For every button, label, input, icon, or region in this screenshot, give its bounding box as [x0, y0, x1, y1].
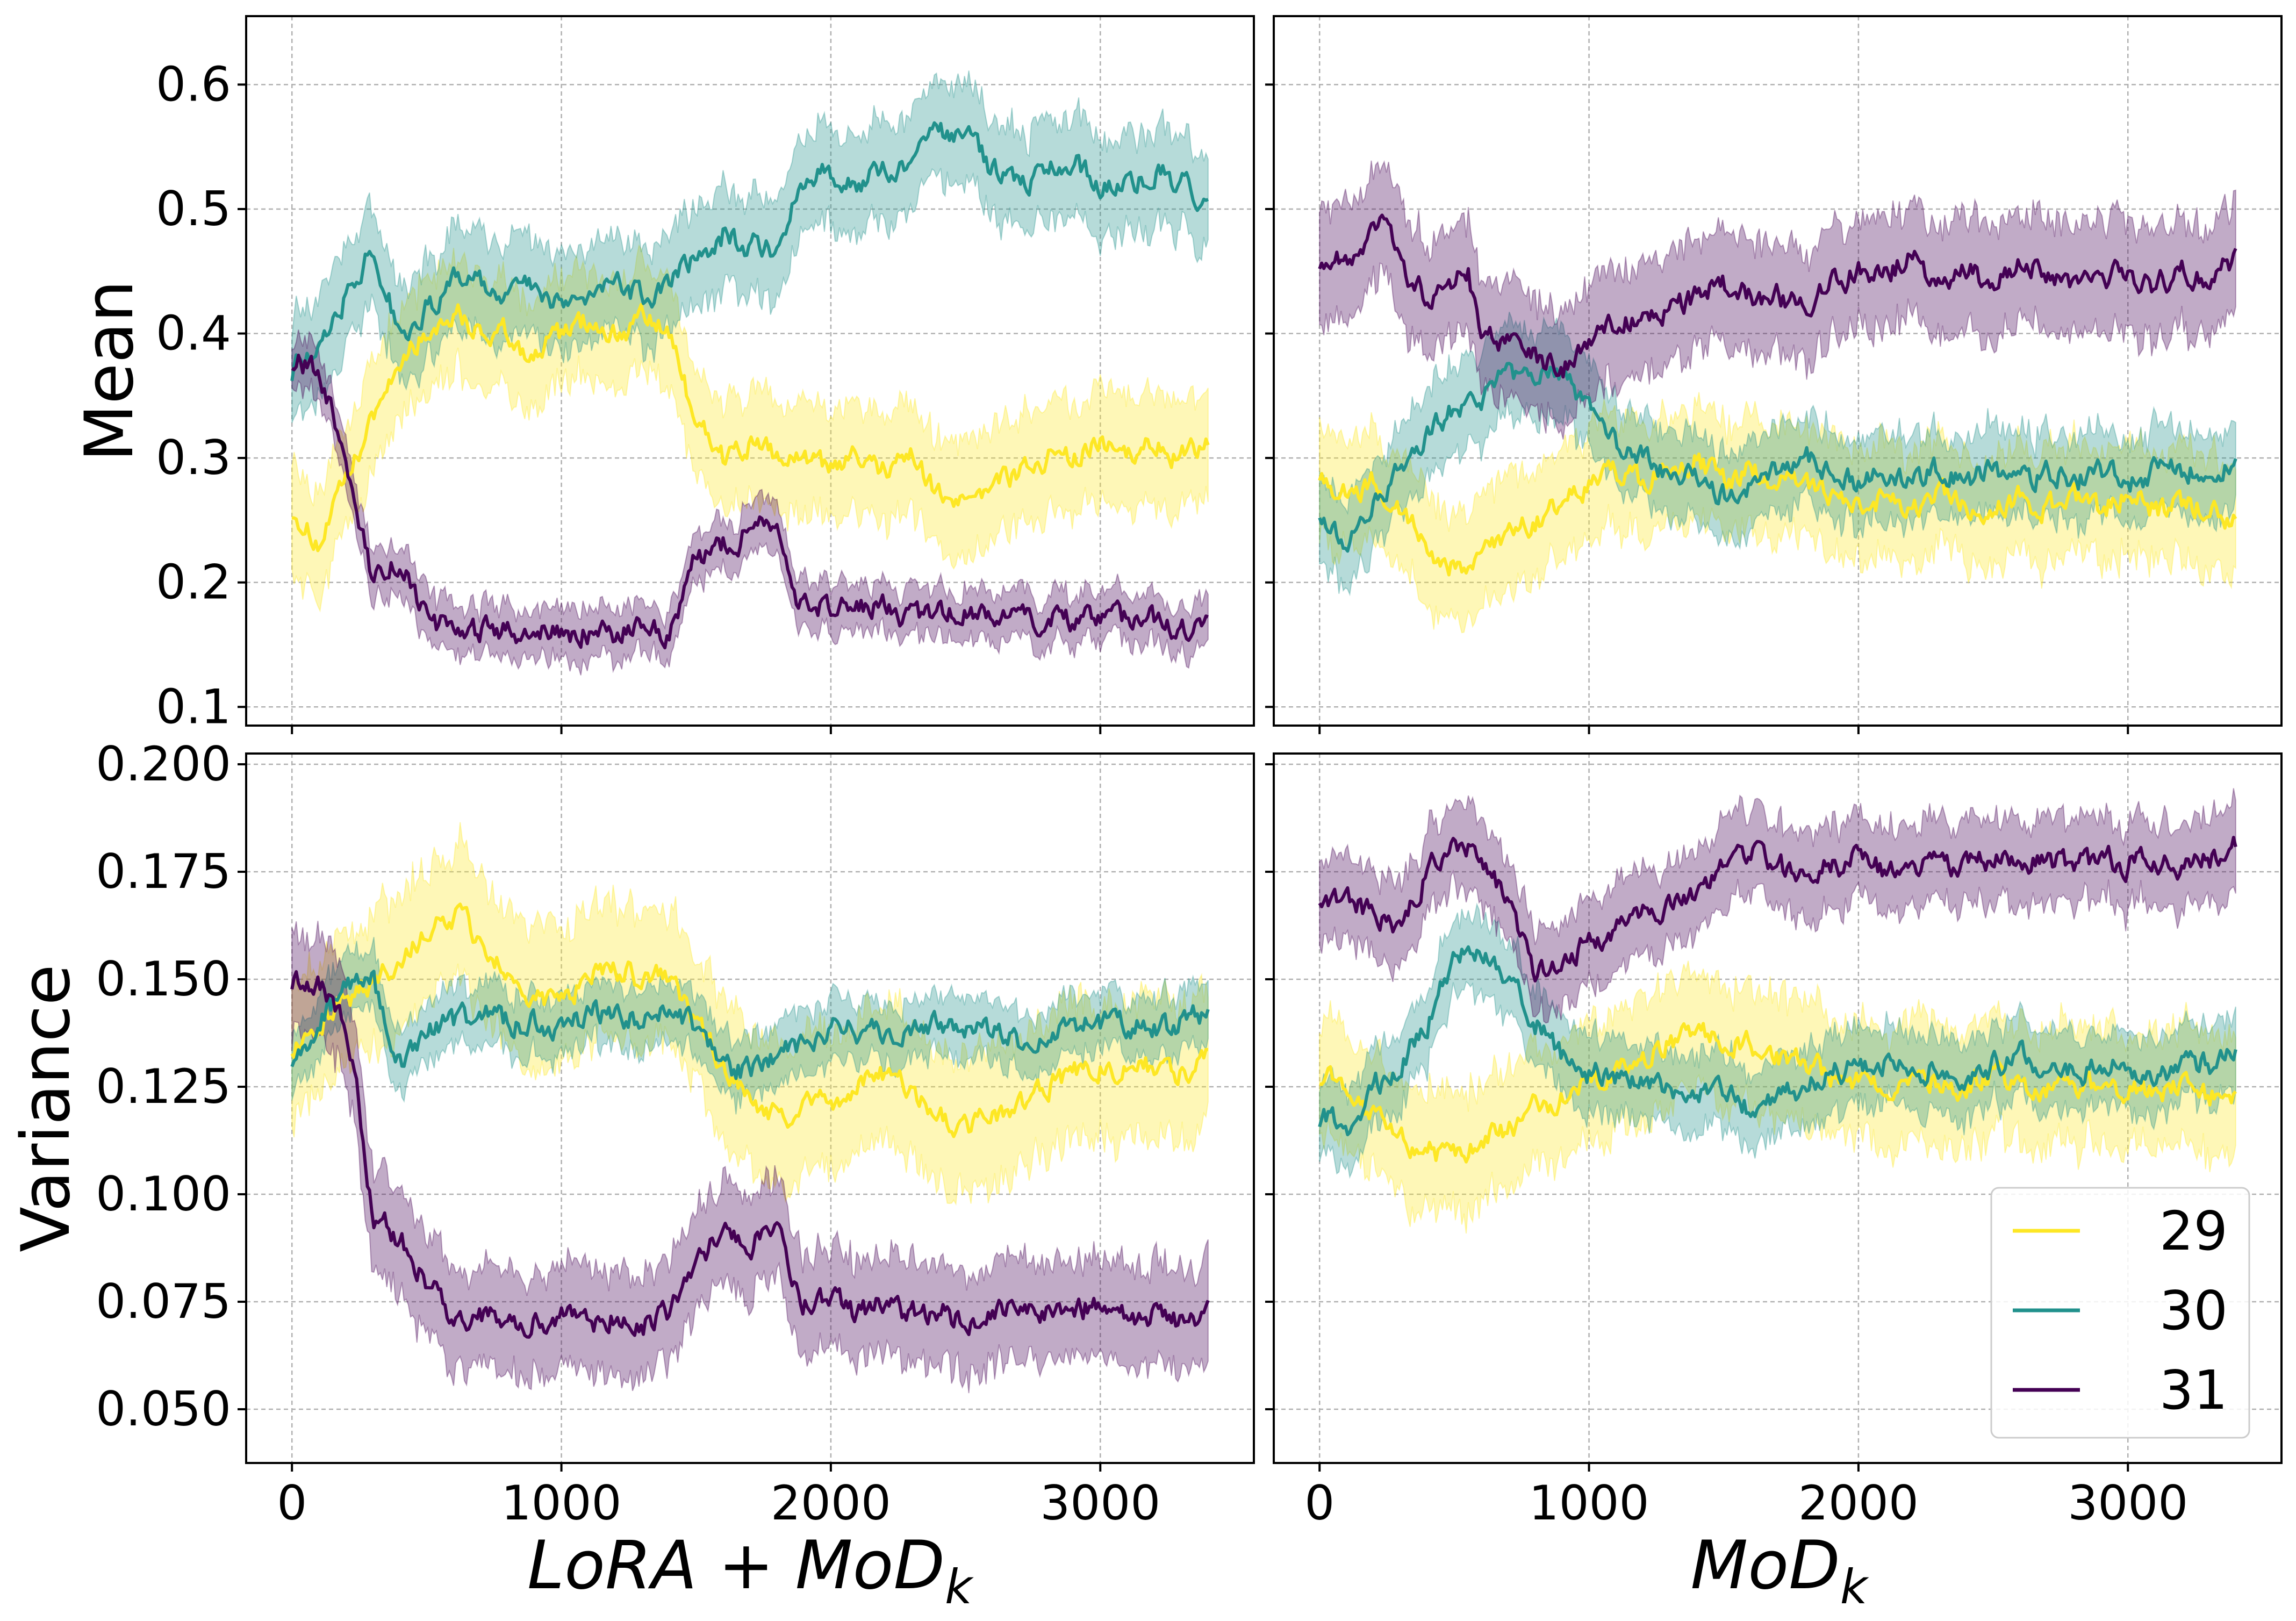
series-31-line: [1318, 213, 2237, 379]
panel-0-frame: [245, 15, 1255, 727]
legend-label-30: 30: [2159, 1279, 2228, 1342]
series-29-line: [1318, 452, 2237, 577]
x-tick-label: 1000: [501, 1475, 622, 1531]
y-axis-label-mean: Mean: [71, 280, 148, 462]
series-30-line: [1318, 362, 2237, 553]
x-tick-label: 1000: [1529, 1475, 1649, 1531]
panel-2-grid: [246, 754, 1254, 1463]
panel-0-bands: [291, 70, 1209, 676]
y-tick-label: 0.4: [156, 306, 231, 361]
y-tick-label: 0.2: [156, 555, 231, 610]
x-axis-label-lora-mod-sub: k: [945, 1559, 974, 1615]
series-30-line: [1318, 945, 2237, 1137]
x-tick-label: 3000: [1040, 1475, 1160, 1531]
series-30-band: [291, 937, 1209, 1115]
series-30-line: [290, 970, 1210, 1080]
panel-2-ticks: 0 1000 2000 3000 0.050 0.075 0.100 0.125 0.150 0.…: [96, 736, 1160, 1531]
y-tick-label: 0.200: [96, 736, 231, 792]
panel-3-frame: [1273, 752, 2283, 1464]
y-tick-label: 0.3: [156, 430, 231, 485]
y-tick-label: 0.075: [96, 1274, 231, 1329]
series-30-line: [290, 121, 1209, 382]
panel-2-lines: [290, 902, 1210, 1339]
series-31-line: [290, 970, 1210, 1339]
series-31-band: [1319, 788, 2236, 1024]
x-tick-label: 0: [277, 1475, 307, 1531]
panel-1-grid: [1274, 16, 2281, 726]
x-tick-label: 0: [1304, 1475, 1334, 1531]
panel-mean-lora-mod: 0.1 0.2 0.3 0.4 0.5 0.6 Mean: [71, 15, 1255, 734]
panel-1-lines: [1318, 213, 2237, 577]
panel-1-frame: [1273, 15, 2283, 727]
x-axis-label-lora-mod: LoRA + MoDk: [527, 1527, 974, 1615]
panel-1-ticks: [1265, 83, 2129, 734]
panel-3-ticks: 0 1000 2000 3000: [1265, 763, 2188, 1531]
series-31-band: [291, 921, 1209, 1394]
series-29-line: [291, 303, 1210, 553]
series-31-band: [291, 329, 1209, 676]
legend-box: [1990, 1187, 2250, 1439]
series-31-line: [291, 354, 1209, 650]
series-29-line: [1319, 1022, 2237, 1164]
panel-3-lines: [1318, 836, 2237, 1164]
y-tick-label: 0.5: [156, 181, 231, 236]
legend-label-29: 29: [2159, 1200, 2228, 1263]
panel-2-bands: [291, 822, 1209, 1394]
x-tick-label: 2000: [771, 1475, 891, 1531]
y-tick-label: 0.150: [96, 951, 231, 1007]
x-tick-label: 2000: [1798, 1475, 1919, 1531]
y-tick-label: 0.050: [96, 1381, 231, 1437]
legend: 29 30 31: [1990, 1187, 2250, 1439]
panel-mean-mod: [1265, 15, 2283, 734]
series-29-line: [290, 902, 1209, 1138]
panel-0-lines: [290, 121, 1210, 650]
panel-variance-lora-mod: 0 1000 2000 3000 0.050 0.075 0.100 0.125 0.150 0.…: [8, 736, 1255, 1615]
y-axis-label-variance: Variance: [8, 964, 85, 1252]
panel-2-frame: [245, 752, 1255, 1464]
series-29-band: [1319, 392, 2236, 634]
y-tick-label: 0.175: [96, 844, 231, 899]
x-axis-label-lora-mod-main: LoRA + MoD: [527, 1527, 945, 1604]
panel-variance-mod: 0 1000 2000 3000 MoDk 29 30 31: [1265, 752, 2283, 1615]
x-axis-label-mod-main: MoD: [1690, 1527, 1840, 1604]
y-tick-label: 0.125: [96, 1059, 231, 1114]
series-30-band: [1319, 312, 2236, 597]
y-tick-label: 0.100: [96, 1166, 231, 1222]
panel-3-bands: [1319, 788, 2236, 1234]
x-tick-label: 3000: [2068, 1475, 2188, 1531]
x-axis-label-mod-sub: k: [1840, 1559, 1869, 1615]
legend-label-31: 31: [2159, 1359, 2228, 1422]
panel-0-ticks: 0.1 0.2 0.3 0.4 0.5 0.6: [156, 56, 1102, 734]
y-tick-label: 0.6: [156, 56, 231, 112]
x-axis-label-mod: MoDk: [1690, 1527, 1869, 1615]
y-tick-label: 0.1: [156, 679, 231, 734]
series-31-line: [1318, 836, 2237, 982]
